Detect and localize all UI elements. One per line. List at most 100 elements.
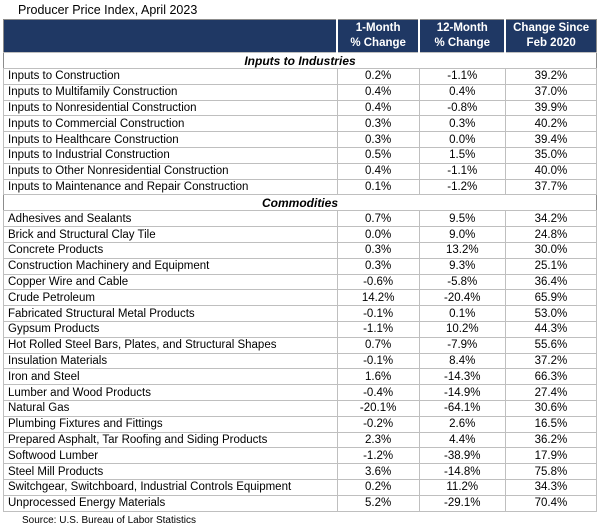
cell-value: -1.1%: [418, 162, 506, 180]
cell-value: 39.9%: [504, 99, 598, 117]
table-row: Insulation Materials -0.1% 8.4% 37.2%: [3, 352, 598, 370]
cell-value: -1.1%: [336, 320, 420, 338]
cell-value: 0.1%: [418, 305, 506, 322]
cell-value: -20.1%: [336, 399, 420, 417]
row-label: Construction Machinery and Equipment: [3, 257, 338, 275]
cell-value: -1.2%: [336, 447, 420, 465]
cell-value: -14.3%: [418, 368, 506, 386]
row-label: Inputs to Other Nonresidential Construct…: [3, 162, 338, 180]
cell-value: 10.2%: [418, 320, 506, 338]
cell-value: 1.5%: [418, 146, 506, 164]
cell-value: 8.4%: [418, 352, 506, 370]
table-row: Switchgear, Switchboard, Industrial Cont…: [3, 478, 598, 496]
row-label: Inputs to Construction: [3, 68, 338, 85]
cell-value: 53.0%: [504, 305, 598, 322]
row-label: Prepared Asphalt, Tar Roofing and Siding…: [3, 431, 338, 449]
header-spacer-cell: [3, 19, 338, 53]
cell-value: 55.6%: [504, 336, 598, 354]
cell-value: -38.9%: [418, 447, 506, 465]
cell-value: 0.3%: [418, 115, 506, 133]
table-row: Iron and Steel 1.6% -14.3% 66.3%: [3, 368, 598, 386]
row-label: Inputs to Multifamily Construction: [3, 83, 338, 101]
cell-value: 27.4%: [504, 384, 598, 401]
table-row: Gypsum Products -1.1% 10.2% 44.3%: [3, 320, 598, 338]
table-row: Brick and Structural Clay Tile 0.0% 9.0% 24…: [3, 226, 598, 243]
cell-value: 0.2%: [336, 478, 420, 496]
table-row: Inputs to Industrial Construction 0.5% 1.5…: [3, 146, 598, 164]
row-label: Adhesives and Sealants: [3, 210, 338, 228]
cell-value: 16.5%: [504, 415, 598, 433]
table-row: Crude Petroleum 14.2% -20.4% 65.9%: [3, 289, 598, 307]
cell-value: 66.3%: [504, 368, 598, 386]
cell-value: -14.8%: [418, 463, 506, 480]
cell-value: 0.3%: [336, 241, 420, 259]
header-12-month: 12-Month % Change: [418, 19, 506, 53]
cell-value: -0.4%: [336, 384, 420, 401]
row-label: Concrete Products: [3, 241, 338, 259]
header-1-month: 1-Month % Change: [336, 19, 420, 53]
table-row: Inputs to Commercial Construction 0.3% 0.3…: [3, 115, 598, 133]
cell-value: 40.0%: [504, 162, 598, 180]
row-label: Hot Rolled Steel Bars, Plates, and Struc…: [3, 336, 338, 354]
table-row: Prepared Asphalt, Tar Roofing and Siding…: [3, 431, 598, 449]
page-title: Producer Price Index, April 2023: [18, 3, 198, 17]
section-header-label: Inputs to Industries: [3, 52, 597, 69]
cell-value: 3.6%: [336, 463, 420, 480]
cell-value: 36.2%: [504, 431, 598, 449]
cell-value: 39.2%: [504, 68, 598, 85]
cell-value: 30.0%: [504, 241, 598, 259]
table-row: Inputs to Healthcare Construction 0.3% 0.0…: [3, 131, 598, 148]
table-row: Construction Machinery and Equipment 0.3%…: [3, 257, 598, 275]
cell-value: -29.1%: [418, 494, 506, 512]
cell-value: 0.3%: [336, 115, 420, 133]
cell-value: -0.8%: [418, 99, 506, 117]
row-label: Steel Mill Products: [3, 463, 338, 480]
cell-value: 0.4%: [336, 99, 420, 117]
table-row: Inputs to Construction 0.2% -1.1% 39.2%: [3, 68, 598, 85]
cell-value: 0.4%: [418, 83, 506, 101]
cell-value: 35.0%: [504, 146, 598, 164]
table-row: Copper Wire and Cable -0.6% -5.8% 36.4%: [3, 273, 598, 291]
table-header: 1-Month % Change 12-Month % Change Chang…: [3, 19, 597, 53]
table-row: Lumber and Wood Products -0.4% -14.9% 27.4%: [3, 384, 598, 401]
cell-value: 0.3%: [336, 257, 420, 275]
cell-value: -64.1%: [418, 399, 506, 417]
row-label: Softwood Lumber: [3, 447, 338, 465]
cell-value: -1.2%: [418, 178, 506, 196]
table-row: Inputs to Other Nonresidential Construct…: [3, 162, 598, 180]
table-row: Plumbing Fixtures and Fittings -0.2% 2.6% 1…: [3, 415, 598, 433]
row-label: Fabricated Structural Metal Products: [3, 305, 338, 322]
cell-value: 2.6%: [418, 415, 506, 433]
cell-value: 0.2%: [336, 68, 420, 85]
section-header-label: Commodities: [3, 194, 597, 212]
row-label: Inputs to Industrial Construction: [3, 146, 338, 164]
cell-value: 0.4%: [336, 83, 420, 101]
cell-value: 37.7%: [504, 178, 598, 196]
cell-value: 40.2%: [504, 115, 598, 133]
cell-value: 65.9%: [504, 289, 598, 307]
table-row: Softwood Lumber -1.2% -38.9% 17.9%: [3, 447, 598, 465]
cell-value: -0.6%: [336, 273, 420, 291]
cell-value: 44.3%: [504, 320, 598, 338]
table-row: Unprocessed Energy Materials 5.2% -29.1% 70…: [3, 494, 598, 512]
cell-value: 14.2%: [336, 289, 420, 307]
cell-value: 36.4%: [504, 273, 598, 291]
table-body: Inputs to Industries Inputs to Constructi…: [3, 52, 598, 512]
cell-value: 24.8%: [504, 226, 598, 243]
table-row: Inputs to Maintenance and Repair Constru…: [3, 178, 598, 196]
cell-value: 9.3%: [418, 257, 506, 275]
cell-value: 75.8%: [504, 463, 598, 480]
cell-value: 34.2%: [504, 210, 598, 228]
table-row: Hot Rolled Steel Bars, Plates, and Struc…: [3, 336, 598, 354]
cell-value: 0.0%: [336, 226, 420, 243]
header-change-since-feb-2020: Change Since Feb 2020: [504, 19, 597, 53]
source-note: Source: U.S. Bureau of Labor Statistics: [22, 514, 196, 524]
cell-value: -0.1%: [336, 305, 420, 322]
cell-value: 1.6%: [336, 368, 420, 386]
cell-value: -14.9%: [418, 384, 506, 401]
row-label: Inputs to Commercial Construction: [3, 115, 338, 133]
section-row: Inputs to Industries: [3, 52, 597, 69]
cell-value: 37.2%: [504, 352, 598, 370]
cell-value: -5.8%: [418, 273, 506, 291]
